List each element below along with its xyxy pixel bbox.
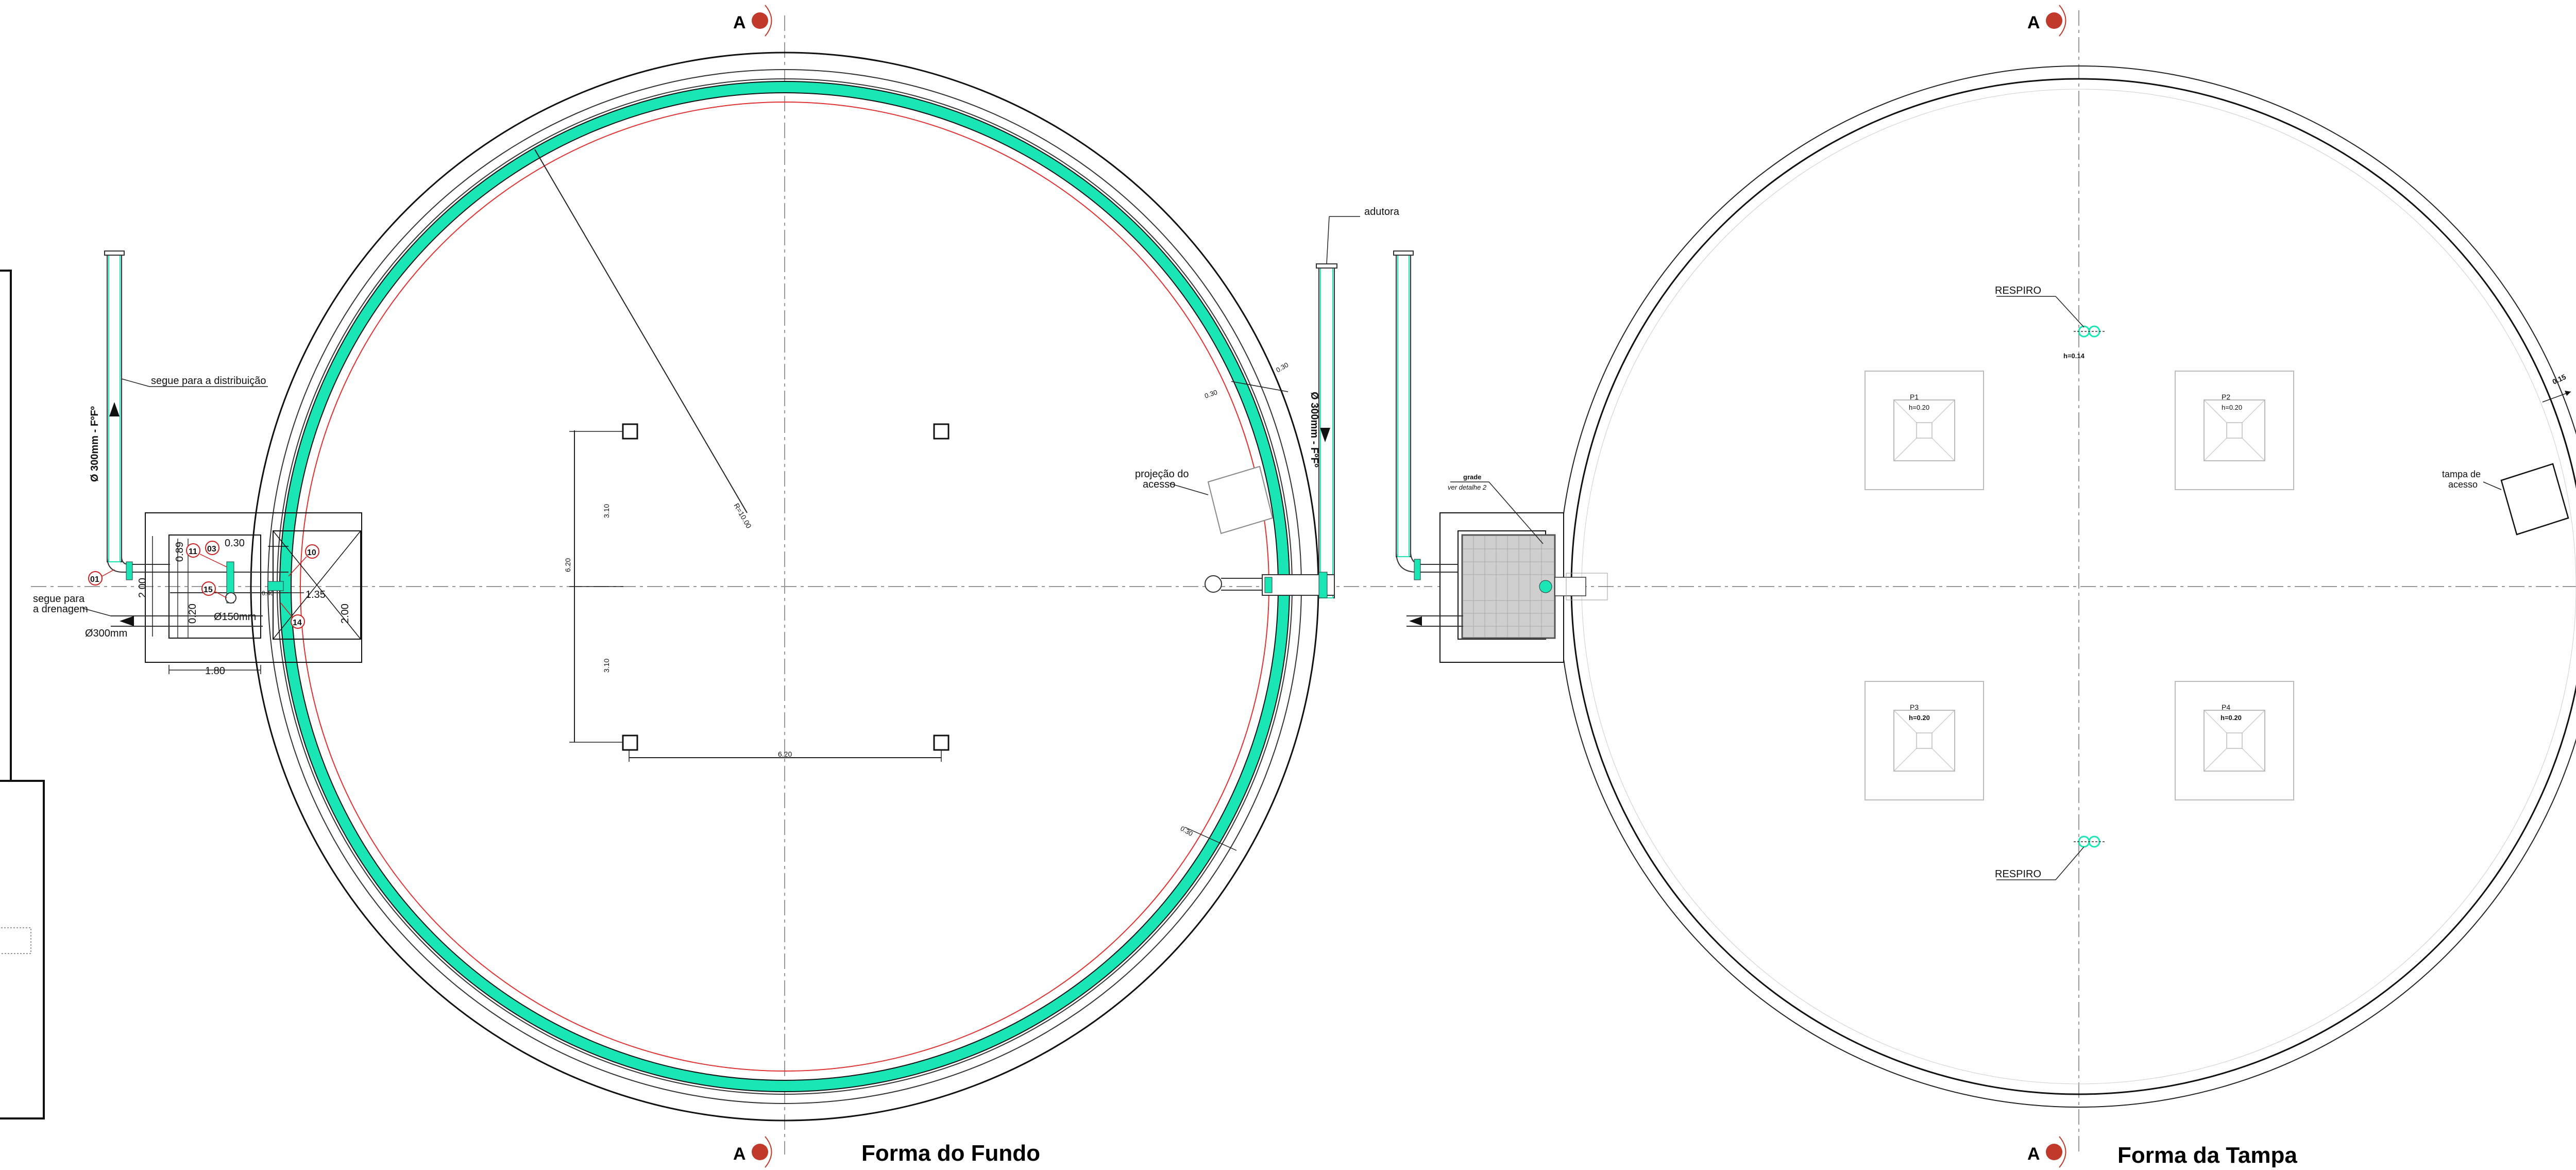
dim-089: 0.89 (174, 542, 185, 562)
projecao-label-2: acesso (1143, 479, 1175, 490)
svg-text:11: 11 (189, 547, 197, 556)
dim-wall-030-c: 0.30 (1179, 825, 1194, 838)
pillar-p3: P3 h=0.20 (1865, 681, 1984, 800)
dim-620-vertical: 6.20 (564, 558, 572, 572)
marker-11: 11 (186, 543, 227, 567)
fundo-title: Forma do Fundo (861, 1141, 1040, 1166)
adutora-label: adutora (1364, 206, 1400, 218)
svg-text:h=0.20: h=0.20 (1909, 404, 1929, 411)
pillar-p1: P1 h=0.20 (1865, 371, 1984, 490)
section-marker-bottom-tampa: A (2027, 1136, 2066, 1168)
svg-text:h=0.20: h=0.20 (1909, 714, 1930, 722)
svg-text:h=0.20: h=0.20 (2221, 714, 2242, 722)
respiro-bottom: RESPIRO (1995, 835, 2105, 880)
section-marker-top-fundo: A (733, 5, 772, 37)
dim-620-horizontal: 6.20 (778, 750, 792, 758)
column-square (622, 423, 638, 440)
pillar-p2: P2 h=0.20 (2175, 371, 2294, 490)
svg-text:10: 10 (307, 548, 316, 557)
svg-text:P1: P1 (1910, 393, 1919, 401)
dim-310-lower: 3.10 (602, 659, 611, 673)
pipe-left-label: Ø 300mm - FºFº (89, 406, 100, 482)
dist-label: segue para a distribuição (151, 375, 266, 387)
dim-015-tampa: 0.15 (2542, 373, 2571, 403)
tampa-acesso: tampa de acesso (2442, 463, 2569, 536)
projecao-label-1: projeção do (1135, 469, 1189, 480)
svg-text:P4: P4 (2222, 703, 2230, 711)
chamber-inner (168, 534, 261, 639)
marker-01: 01 (88, 569, 115, 586)
pillar-p4: P4 h=0.20 (2175, 681, 2294, 800)
svg-text:0.15: 0.15 (2551, 373, 2568, 386)
svg-text:P3: P3 (1910, 703, 1919, 711)
dim-wall-030-a: 0.30 (1204, 388, 1218, 400)
svg-text:A: A (733, 1144, 746, 1164)
marker-10: 10 (288, 544, 319, 577)
grade-label-2: ver detalhe 2 (1448, 483, 1487, 491)
svg-text:A: A (2027, 13, 2040, 32)
fundo-plan: R=10.00 6.20 3.10 3.10 6.20 0.30 0.30 0.… (31, 5, 1432, 1168)
column-square (622, 734, 638, 751)
marker-03: 03 (205, 541, 219, 555)
svg-text:A: A (733, 13, 746, 32)
svg-text:tampa de: tampa de (2442, 469, 2481, 479)
tampa-title: Forma da Tampa (2117, 1143, 2297, 1168)
dim-180: 1.80 (205, 665, 225, 677)
svg-text:14: 14 (293, 619, 302, 627)
svg-text:acesso: acesso (2448, 479, 2478, 490)
svg-text:h=0.14: h=0.14 (2063, 352, 2085, 360)
svg-text:A: A (2027, 1144, 2040, 1164)
dim-200-right: 2.00 (340, 604, 351, 624)
section-marker-bottom-fundo: A (733, 1136, 772, 1168)
section-marker-top-tampa: A (2027, 5, 2066, 37)
svg-text:RESPIRO: RESPIRO (1995, 285, 2041, 296)
column-square (933, 423, 950, 440)
dim-030-top: 0.30 (225, 538, 245, 549)
pipe-right-label: Ø 300mm - FºFº (1309, 392, 1320, 467)
d300-label: Ø300mm (85, 628, 127, 639)
tampa-plan: grade ver detalhe 2 P1 h=0.20 P2 h=0.20 (1393, 5, 2576, 1168)
grade-label-1: grade (1463, 473, 1481, 481)
svg-text:15: 15 (204, 586, 213, 594)
dim-310-upper: 3.10 (602, 504, 611, 518)
svg-text:h=0.20: h=0.20 (2222, 404, 2242, 411)
svg-text:RESPIRO: RESPIRO (1995, 868, 2041, 880)
d150-label: Ø150mm (214, 611, 256, 623)
dim-red-small: 0.40 (262, 590, 274, 597)
drenagem-label-2: a drenagem (33, 604, 88, 615)
respiro-top: RESPIRO h=0.14 (1995, 285, 2105, 360)
dim-200-left: 2.00 (137, 578, 148, 598)
dim-135: 1.35 (306, 589, 326, 600)
left-border-frame (0, 270, 45, 1119)
marker-14: 14 (280, 603, 305, 629)
svg-text:01: 01 (90, 575, 99, 584)
chamber-outer (145, 512, 362, 663)
dim-wall-030-b: 0.30 (1275, 361, 1290, 374)
dim-020: 0.20 (187, 604, 198, 624)
column-square (933, 734, 950, 751)
svg-text:03: 03 (207, 545, 216, 554)
svg-text:P2: P2 (2222, 393, 2230, 401)
drenagem-label-1: segue para (33, 593, 85, 605)
marker-15: 15 (201, 581, 227, 598)
